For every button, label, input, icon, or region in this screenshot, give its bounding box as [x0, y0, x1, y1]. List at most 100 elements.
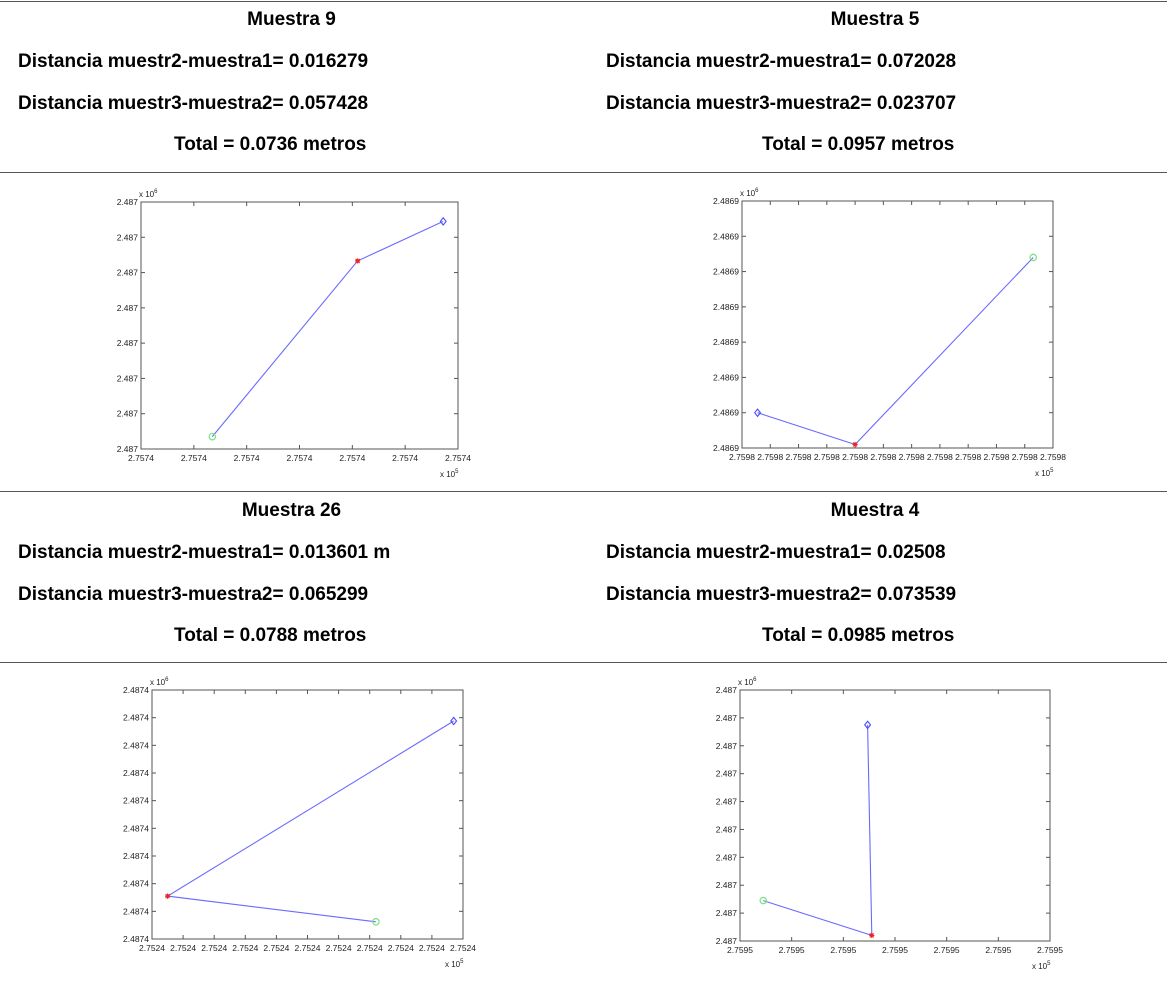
sample-total: Total = 0.0957 metros [762, 134, 955, 155]
x-tick-label: 2.7524 [232, 943, 258, 953]
x-tick-label: 2.7524 [388, 943, 414, 953]
y-tick-label: 2.4869 [713, 337, 739, 347]
y-tick-label: 2.487 [117, 303, 139, 313]
x-tick-label: 2.7524 [201, 943, 227, 953]
x-tick-label: 2.7598 [983, 452, 1009, 462]
x-tick-label: 2.7595 [727, 945, 753, 955]
table-rule [0, 172, 1167, 173]
y-tick-label: 2.487 [716, 797, 738, 807]
chart-4: 2.487 2.487 2.487 2.487 2.487 2.487 2.487 2.487… [716, 677, 1064, 971]
y-multiplier-label: x 106 [738, 677, 757, 687]
y-tick-label: 2.4869 [713, 196, 739, 206]
x-multiplier-label: x 105 [440, 469, 459, 479]
y-tick-label: 2.4874 [123, 823, 149, 833]
x-tick-label: 2.7598 [1012, 452, 1038, 462]
y-tick-label: 2.4869 [713, 267, 739, 277]
x-tick-label: 2.7598 [1040, 452, 1066, 462]
x-tick-label: 2.7598 [814, 452, 840, 462]
x-tick-label: 2.7595 [882, 945, 908, 955]
plot-frame [151, 689, 464, 940]
sample-total: Total = 0.0788 metros [174, 625, 367, 646]
y-tick-label: 2.4874 [123, 685, 149, 695]
x-multiplier-label: x 105 [1035, 468, 1054, 478]
x-multiplier-label: x 105 [1032, 961, 1051, 971]
y-tick-label: 2.487 [117, 373, 139, 383]
data-point-star [355, 258, 361, 264]
data-point-diamond [439, 216, 447, 226]
data-point-diamond [864, 720, 872, 730]
y-multiplier-label: x 106 [740, 188, 759, 198]
y-tick-label: 2.4874 [123, 740, 149, 750]
sample-title: Muestra 5 [830, 9, 920, 30]
data-point-circle [372, 918, 380, 926]
sample-distance-1: Distancia muestr2-muestra1= 0.013601 m [18, 542, 391, 563]
table-rule [0, 491, 1167, 492]
x-tick-label: 2.7595 [934, 945, 960, 955]
y-tick-label: 2.4874 [123, 879, 149, 889]
data-point-star [869, 932, 875, 939]
x-tick-label: 2.7574 [181, 453, 207, 463]
x-tick-label: 2.7524 [139, 943, 165, 953]
x-tick-label: 2.7524 [419, 943, 445, 953]
data-point-circle [1029, 253, 1038, 262]
y-tick-label: 2.487 [716, 685, 738, 695]
sample-distance-2: Distancia muestr3-muestra2= 0.057428 [18, 93, 369, 114]
y-tick-label: 2.487 [117, 409, 139, 419]
data-point-circle [208, 432, 217, 441]
x-tick-label: 2.7524 [326, 943, 352, 953]
sample-distance-1: Distancia muestr2-muestra1= 0.02508 [606, 542, 946, 563]
y-tick-label: 2.487 [716, 908, 738, 918]
y-tick-label: 2.487 [716, 769, 738, 779]
y-tick-label: 2.4874 [123, 768, 149, 778]
x-tick-label: 2.7595 [985, 945, 1011, 955]
x-tick-label: 2.7598 [899, 452, 925, 462]
sample-total: Total = 0.0985 metros [762, 625, 955, 646]
x-tick-label: 2.7574 [234, 453, 260, 463]
sample-distance-1: Distancia muestr2-muestra1= 0.072028 [606, 51, 957, 72]
sample-distance-1: Distancia muestr2-muestra1= 0.016279 [18, 51, 369, 72]
y-tick-label: 2.4874 [123, 796, 149, 806]
table-rule [0, 662, 1167, 663]
x-tick-label: 2.7574 [339, 453, 365, 463]
x-tick-label: 2.7598 [955, 452, 981, 462]
x-tick-label: 2.7598 [870, 452, 896, 462]
y-multiplier-label: x 106 [150, 677, 169, 687]
y-tick-label: 2.487 [117, 197, 139, 207]
x-tick-label: 2.7598 [786, 452, 812, 462]
plot-frame [741, 200, 1054, 449]
chart-1: 2.487 2.487 2.487 2.487 2.487 2.487 2.487 2.487… [117, 189, 472, 479]
y-multiplier-label: x 106 [139, 189, 158, 199]
y-tick-label: 2.487 [117, 268, 139, 278]
x-tick-label: 2.7595 [830, 945, 856, 955]
sample-title: Muestra 9 [247, 9, 336, 30]
y-tick-label: 2.487 [117, 232, 139, 242]
x-tick-label: 2.7574 [287, 453, 313, 463]
y-tick-label: 2.4869 [713, 231, 739, 241]
x-tick-label: 2.7595 [779, 945, 805, 955]
y-tick-label: 2.4874 [123, 906, 149, 916]
x-tick-label: 2.7598 [729, 452, 755, 462]
y-tick-label: 2.4874 [123, 713, 149, 723]
chart-2: 2.4869 2.4869 2.4869 2.4869 2.4869 2.4869 2.48… [713, 188, 1066, 478]
x-tick-label: 2.7598 [757, 452, 783, 462]
sample-title: Muestra 26 [241, 500, 342, 521]
x-tick-label: 2.7524 [450, 943, 476, 953]
y-tick-label: 2.487 [716, 936, 738, 946]
y-tick-label: 2.487 [117, 444, 139, 454]
x-tick-label: 2.7574 [392, 453, 418, 463]
sample-title: Muestra 4 [830, 500, 920, 521]
sample-distance-2: Distancia muestr3-muestra2= 0.065299 [18, 584, 369, 605]
x-tick-label: 2.7524 [170, 943, 196, 953]
data-point-diamond [450, 716, 458, 726]
y-tick-label: 2.4869 [713, 443, 739, 453]
x-tick-label: 2.7574 [128, 453, 154, 463]
x-tick-label: 2.7524 [357, 943, 383, 953]
sample-distance-2: Distancia muestr3-muestra2= 0.023707 [606, 93, 957, 114]
data-point-diamond [753, 408, 762, 418]
y-tick-label: 2.4869 [713, 408, 739, 418]
y-tick-label: 2.4874 [123, 934, 149, 944]
data-point-star [164, 893, 171, 899]
x-tick-label: 2.7574 [445, 453, 471, 463]
chart-3: 2.4874 2.4874 2.4874 2.4874 2.4874 2.4874 2.48… [123, 677, 476, 969]
y-tick-label: 2.487 [716, 713, 738, 723]
